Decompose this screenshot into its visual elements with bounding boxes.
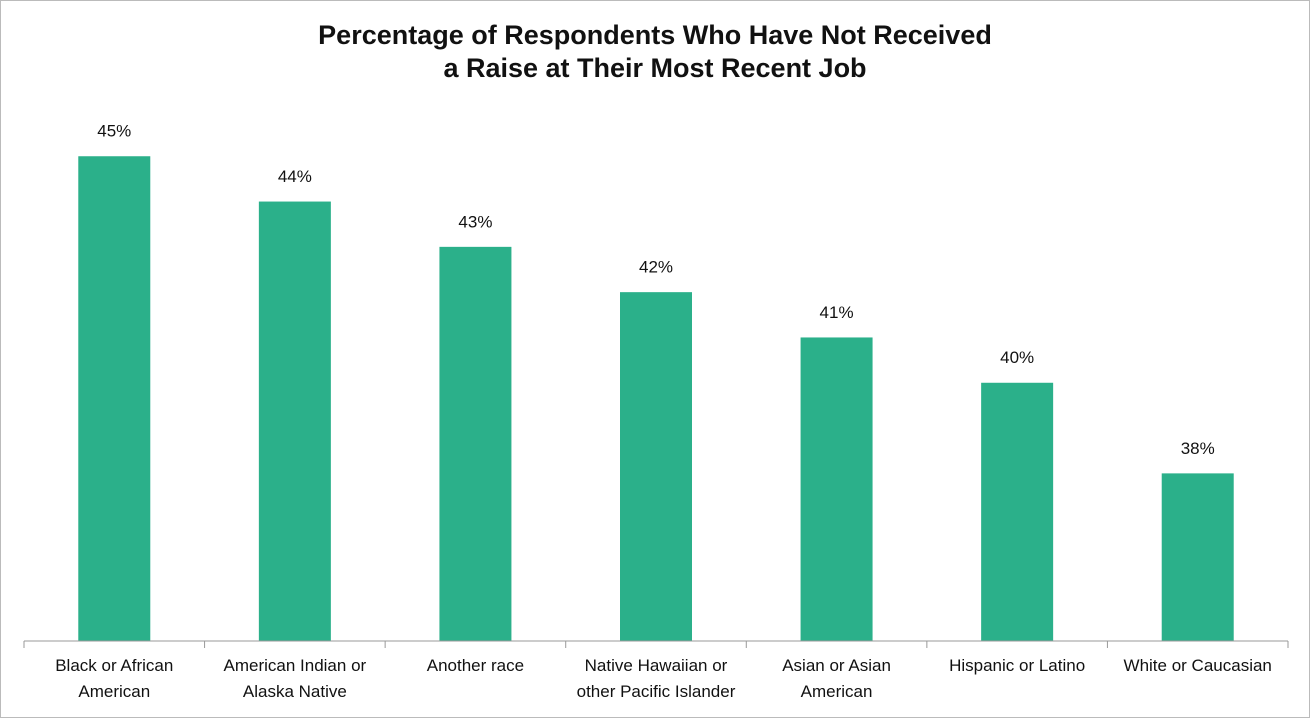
chart-title: Percentage of Respondents Who Have Not R… [318,20,992,83]
data-label: 44% [278,167,312,186]
bar [78,156,151,642]
data-label: 43% [458,212,492,231]
bar [981,382,1054,641]
x-tick-label: Black or African American [55,656,173,701]
x-tick-label: Asian or Asian American [782,656,891,701]
data-label: 40% [1000,348,1034,367]
bar [620,292,692,641]
x-tick-label: White or Caucasian [1124,656,1272,675]
bar [800,337,873,641]
x-tick-label: Another race [427,656,524,675]
bar [258,201,331,641]
x-tick-label: American Indian or Alaska Native [224,656,367,701]
x-tick-label: Native Hawaiian or other Pacific Islander [577,656,736,701]
data-label: 41% [820,303,854,322]
data-label: 38% [1181,439,1215,458]
bar [1161,473,1234,641]
data-label: 45% [97,122,131,141]
x-tick-label: Hispanic or Latino [949,656,1085,675]
data-label: 42% [639,258,673,277]
bar [439,246,512,641]
